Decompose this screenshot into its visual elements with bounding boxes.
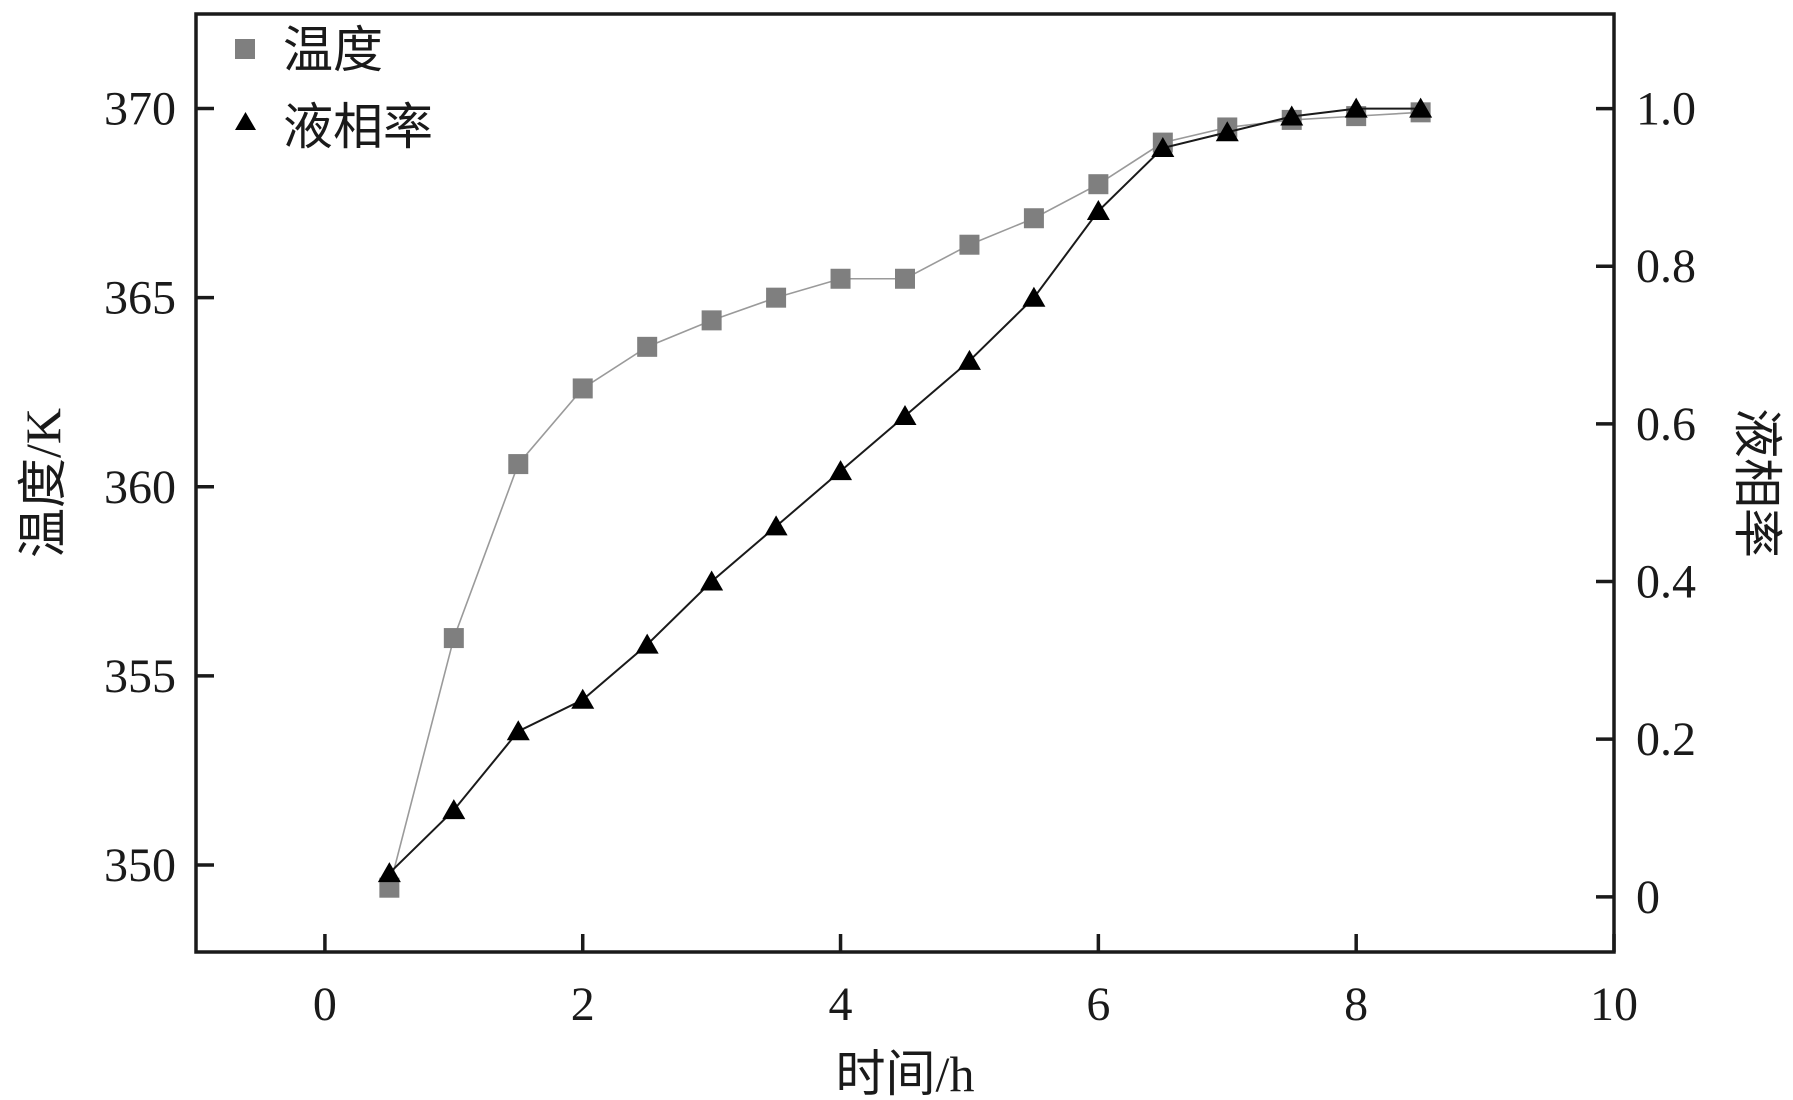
y2-tick-label: 0 [1636,871,1660,924]
data-point-square [1088,174,1109,195]
data-point-triangle [957,349,981,370]
legend-marker-square [235,39,255,59]
data-point-triangle [1344,97,1368,118]
data-point-square [959,234,980,255]
series-temperature [379,102,1431,898]
y-tick-label: 360 [104,461,176,514]
left-y-axis: 350 355 360 365 370 [104,83,214,892]
data-point-square [508,454,529,475]
x-tick-label: 0 [313,978,337,1031]
data-point-square [379,877,400,898]
y-tick-label: 350 [104,839,176,892]
y-tick-label: 370 [104,83,176,136]
series-line [388,111,1421,888]
y2-tick-label: 0.4 [1636,556,1696,609]
right-y-axis-title: 液相率 [1729,408,1785,558]
data-point-square [830,268,851,289]
x-tick-label: 4 [829,978,853,1031]
x-tick-label: 2 [571,978,595,1031]
data-point-triangle [764,515,788,536]
data-point-triangle [635,633,659,654]
series-line [388,107,1421,874]
data-point-triangle [506,720,530,741]
data-point-triangle [1151,137,1175,157]
data-point-triangle [442,799,466,820]
x-axis: 0 2 4 6 8 10 [313,934,1638,1031]
series-layer [377,97,1433,898]
data-point-triangle [1280,105,1304,126]
data-point-triangle [377,862,401,883]
data-point-triangle [893,405,917,425]
data-point-square [637,336,658,357]
data-point-square [1023,208,1044,229]
data-point-square [572,378,593,399]
legend-label-liquid-fraction: 液相率 [283,99,433,155]
plot-frame [194,12,1616,954]
data-point-triangle [1086,200,1110,221]
data-point-triangle [1215,121,1239,142]
x-axis-title: 时间/h [836,1046,975,1100]
x-tick-label: 10 [1590,978,1638,1031]
x-tick-label: 6 [1086,978,1110,1031]
y2-tick-label: 0.6 [1636,398,1696,451]
x-tick-label: 8 [1344,978,1368,1031]
series-liquid-fraction [377,97,1433,883]
data-point-triangle [571,688,595,709]
y-tick-label: 355 [104,650,176,703]
right-y-axis: 0 0.2 0.4 0.6 0.8 1.0 [1596,83,1696,924]
data-point-triangle [1409,97,1433,118]
y2-tick-label: 0.2 [1636,713,1696,766]
legend-marker-triangle [235,112,256,130]
data-point-square [895,268,915,289]
data-point-triangle [700,570,724,591]
y2-tick-label: 0.8 [1636,240,1696,293]
legend-label-temperature: 温度 [283,22,383,78]
data-point-triangle [829,460,853,481]
y2-tick-label: 1.0 [1636,83,1696,136]
data-point-square [766,287,787,308]
data-point-triangle [1022,286,1046,307]
left-y-axis-title: 温度/K [15,408,71,558]
legend: 温度 液相率 [235,22,433,155]
y-tick-label: 365 [104,272,176,325]
data-point-square [701,310,722,331]
data-point-square [443,628,464,649]
